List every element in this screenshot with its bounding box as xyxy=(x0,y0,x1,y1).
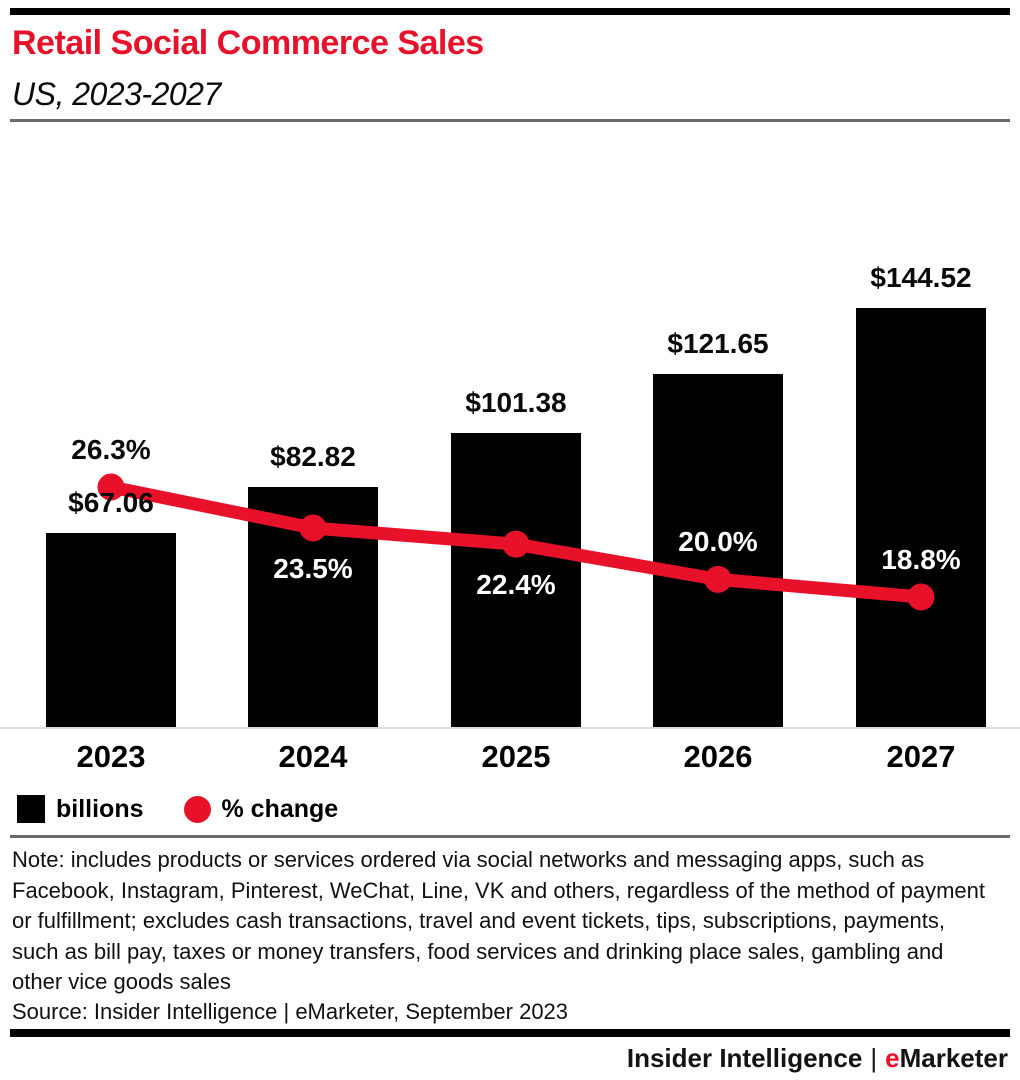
axis-label-2025: 2025 xyxy=(481,739,551,774)
pct-value-label-2024: 23.5% xyxy=(273,553,353,585)
chart-title: Retail Social Commerce Sales xyxy=(12,24,484,62)
footer-emarketer-rest: Marketer xyxy=(899,1043,1008,1073)
chart-legend: billions % change xyxy=(17,794,338,824)
bar-2023 xyxy=(46,532,176,727)
note-text: Note: includes products or services orde… xyxy=(12,847,986,995)
pct-value-label-2027: 18.8% xyxy=(881,543,961,575)
footer-brand-left: Insider Intelligence xyxy=(626,1043,863,1073)
legend-label-billions: billions xyxy=(56,794,144,823)
billions-swatch-icon xyxy=(17,795,45,823)
top-rule xyxy=(10,8,1010,15)
bar-2027 xyxy=(856,307,986,727)
axis-label-2027: 2027 xyxy=(886,739,956,774)
x-axis-baseline xyxy=(0,727,1020,729)
axis-label-2024: 2024 xyxy=(278,739,348,774)
header-divider xyxy=(10,119,1010,122)
bar-value-label-2024: $82.82 xyxy=(270,440,356,472)
bottom-rule xyxy=(10,1029,1010,1037)
footer-emarketer-e: e xyxy=(885,1043,900,1073)
footer-brand: Insider Intelligence | eMarketer xyxy=(627,1043,1008,1074)
footer-separator-icon: | xyxy=(870,1043,878,1073)
pct-change-swatch-icon xyxy=(183,795,211,823)
chart-subtitle: US, 2023-2027 xyxy=(12,76,221,112)
bar-value-label-2025: $101.38 xyxy=(465,386,567,418)
legend-label-pct-change: % change xyxy=(221,794,339,823)
bar-value-label-2026: $121.65 xyxy=(667,328,769,360)
bar-value-label-2027: $144.52 xyxy=(870,261,972,293)
bar-value-label-2023: $67.06 xyxy=(68,486,154,518)
pct-value-label-2026: 20.0% xyxy=(678,526,758,558)
note-divider xyxy=(10,835,1010,838)
bar-2024 xyxy=(248,486,378,727)
source-text: Source: Insider Intelligence | eMarketer… xyxy=(12,999,569,1024)
pct-value-label-2025: 22.4% xyxy=(476,569,556,601)
pct-value-label-2023: 26.3% xyxy=(71,433,151,465)
axis-label-2026: 2026 xyxy=(683,739,753,774)
axis-label-2023: 2023 xyxy=(76,739,146,774)
